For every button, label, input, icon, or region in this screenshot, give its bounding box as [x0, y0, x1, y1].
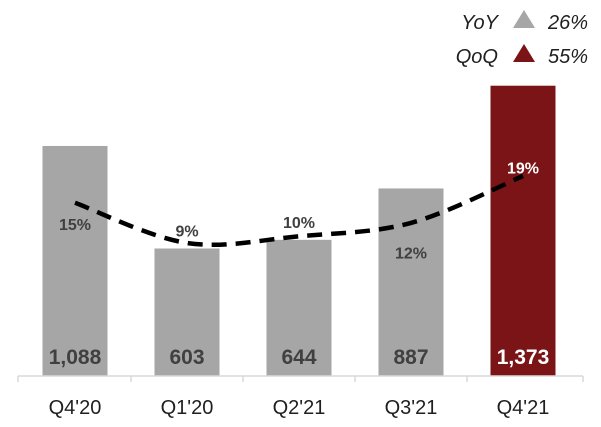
trend-line — [74, 173, 524, 247]
bar-q4-20 — [42, 145, 108, 376]
bar-value-label: 1,373 — [497, 346, 550, 369]
bar-q4-21 — [490, 85, 556, 377]
qoq-value: 55% — [548, 46, 588, 68]
bar-q2-21 — [266, 239, 332, 376]
labels-layer: 1,088 Q4'20 603 Q1'20 644 Q2'21 887 Q3'21 1,373 Q… — [49, 161, 550, 419]
bar-value-label: 887 — [393, 346, 428, 369]
x-tick-label: Q3'21 — [385, 397, 438, 419]
qoq-triangle-up-icon — [513, 44, 535, 62]
bar-percent-label: 10% — [283, 215, 315, 232]
bar-value-label: 603 — [169, 346, 204, 369]
bar-value-label: 1,088 — [49, 346, 102, 369]
x-tick-label: Q1'20 — [161, 397, 214, 419]
yoy-value: 26% — [547, 12, 588, 34]
bar-percent-label: 19% — [507, 161, 539, 178]
x-tick-label: Q4'21 — [497, 397, 550, 419]
bar-q3-21 — [378, 188, 444, 376]
qoq-label: QoQ — [456, 46, 498, 68]
x-tick-label: Q2'21 — [273, 397, 326, 419]
yoy-label: YoY — [461, 12, 499, 34]
bar-percent-label: 12% — [395, 245, 427, 262]
yoy-triangle-up-icon — [513, 10, 535, 28]
bar-percent-label: 15% — [59, 217, 91, 234]
growth-legend: YoY 26% QoQ 55% — [456, 10, 588, 68]
bar-value-label: 644 — [281, 346, 316, 369]
x-tick-label: Q4'20 — [49, 397, 102, 419]
bars-layer — [42, 85, 556, 377]
x-axis — [17, 375, 584, 382]
bar-percent-label: 9% — [175, 224, 198, 241]
bar-q1-20 — [154, 248, 220, 376]
